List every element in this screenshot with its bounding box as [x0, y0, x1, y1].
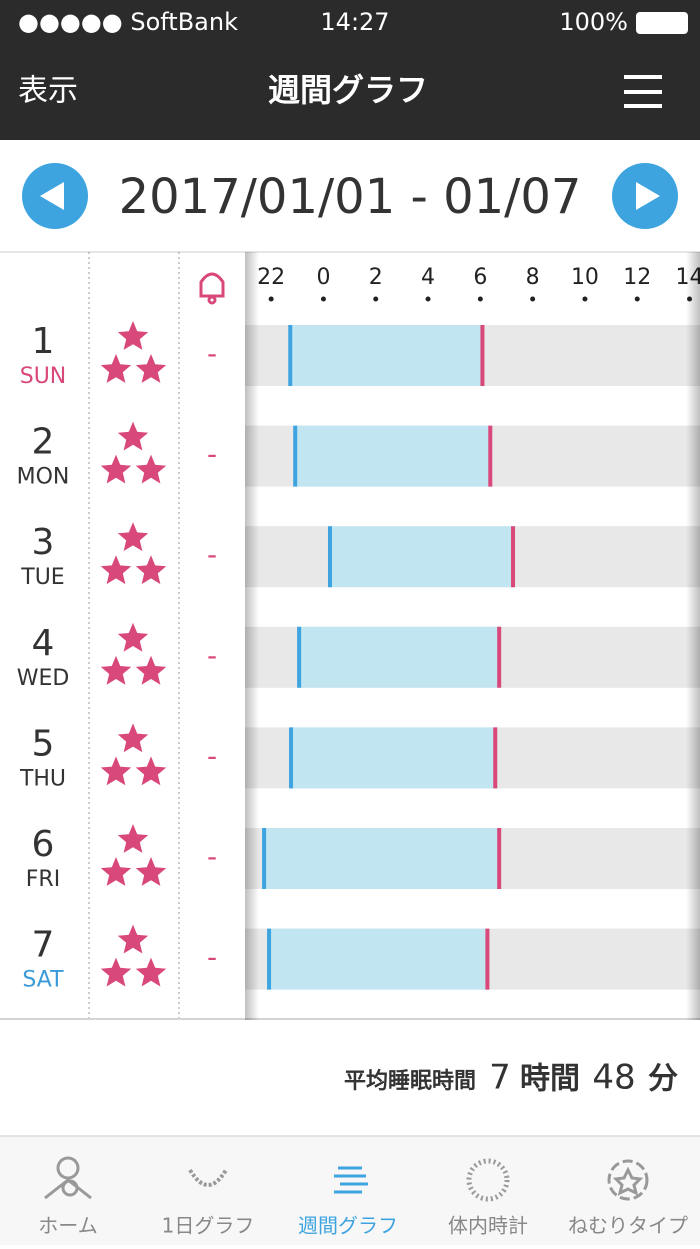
tab-icon — [188, 1168, 228, 1187]
summary-unit: 分 — [648, 1062, 678, 1097]
x-tick — [477, 296, 483, 302]
rating-star — [135, 957, 167, 987]
rating-star — [100, 454, 132, 484]
x-tick-label: 4 — [421, 265, 435, 290]
next-arrow — [636, 182, 660, 210]
x-tick-label: 6 — [473, 265, 487, 290]
weekday: TUE — [20, 565, 64, 590]
clock: 14:27 — [320, 8, 389, 36]
alarm-icon — [199, 272, 225, 305]
alarm: - — [207, 639, 217, 672]
tab-label[interactable]: ねむりタイプ — [568, 1214, 688, 1238]
sleep-bar — [291, 727, 496, 789]
weekday: SUN — [20, 364, 67, 389]
x-tick-label: 8 — [526, 265, 540, 290]
x-tick-label: 10 — [571, 265, 599, 290]
shadow — [245, 252, 259, 1020]
rating-star — [117, 321, 149, 350]
nav-title: 週間グラフ — [268, 71, 428, 109]
alarm: - — [207, 840, 217, 873]
x-tick — [530, 296, 536, 302]
rating-star — [100, 354, 132, 383]
date-range: 2017/01/01 - 01/07 — [119, 169, 582, 225]
day-number: 5 — [32, 723, 55, 764]
battery-icon — [636, 12, 688, 34]
x-tick-label: 0 — [316, 265, 330, 290]
rating-star — [117, 522, 149, 552]
tab-icon — [334, 1166, 368, 1194]
rating-star — [117, 622, 149, 652]
rating-star — [117, 421, 149, 451]
rating-star — [117, 924, 149, 954]
weekday: MON — [17, 465, 70, 490]
rating-star — [100, 655, 132, 685]
tab-label[interactable]: 体内時計 — [448, 1214, 528, 1238]
day-number: 7 — [32, 925, 55, 966]
carrier: ●●●●● SoftBank — [18, 8, 238, 36]
menu-icon[interactable] — [624, 75, 662, 108]
tab-icon — [44, 1156, 92, 1200]
prev-arrow — [40, 182, 64, 210]
alarm: - — [207, 438, 217, 471]
rating-star — [100, 857, 132, 886]
x-tick — [634, 296, 640, 302]
alarm: - — [207, 941, 217, 974]
x-tick — [425, 296, 431, 302]
sleep-bar — [290, 325, 483, 386]
summary-minutes: 48 — [592, 1058, 635, 1098]
rating-star — [135, 857, 167, 886]
day-number: 4 — [32, 623, 55, 664]
day-number: 1 — [32, 321, 55, 362]
tab-label[interactable]: 週間グラフ — [298, 1214, 398, 1238]
x-tick — [320, 296, 326, 302]
tab-label[interactable]: ホーム — [38, 1214, 97, 1238]
weekday: FRI — [26, 867, 60, 892]
x-tick — [582, 296, 588, 302]
rating-star — [135, 756, 167, 786]
x-tick — [373, 296, 379, 302]
rating-star — [135, 555, 167, 585]
sleep-bar — [299, 626, 500, 688]
rating-star — [117, 824, 149, 853]
summary-unit: 時間 — [520, 1062, 580, 1097]
rating-star — [117, 723, 149, 753]
rating-star — [100, 957, 132, 987]
day-number: 6 — [32, 824, 55, 865]
summary-hours: 7 — [489, 1058, 511, 1098]
tab-label[interactable]: 1日グラフ — [162, 1214, 255, 1238]
sleep-bar — [269, 928, 488, 990]
summary-label: 平均睡眠時間 — [344, 1068, 476, 1094]
nav-left[interactable]: 表示 — [18, 74, 78, 109]
header-bg — [0, 0, 700, 140]
alarm: - — [207, 337, 217, 370]
x-tick-label: 12 — [623, 265, 651, 290]
graph: 2202468101214 — [245, 265, 700, 990]
rating-star — [135, 655, 167, 685]
sleep-bar — [329, 526, 514, 588]
x-tick-label: 2 — [369, 265, 383, 290]
alarm: - — [207, 538, 217, 571]
sleep-bar — [295, 425, 491, 487]
weekday: WED — [17, 666, 70, 691]
sleep-bar — [264, 828, 500, 889]
weekday: SAT — [22, 968, 64, 993]
battery-text: 100% — [559, 8, 628, 36]
day-number: 3 — [32, 522, 55, 563]
weekday: THU — [19, 766, 66, 791]
tab-icon — [607, 1159, 649, 1201]
rating-star — [135, 454, 167, 484]
tab-icon — [466, 1158, 510, 1202]
rating-star — [100, 756, 132, 786]
shadow — [686, 252, 700, 1020]
day-number: 2 — [32, 422, 55, 463]
x-tick-label: 22 — [257, 265, 285, 290]
x-tick — [268, 296, 274, 302]
alarm: - — [207, 739, 217, 772]
rating-star — [135, 354, 167, 383]
rating-star — [100, 555, 132, 585]
